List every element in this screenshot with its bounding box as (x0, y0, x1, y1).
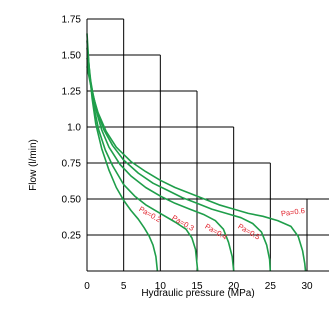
y-tick-label: 0.25 (62, 231, 82, 242)
x-tick-label: 5 (121, 281, 127, 292)
curve-label: Pa=0.4 (203, 222, 228, 242)
chart-grid (87, 18, 329, 271)
x-tick-label: 15 (191, 281, 203, 292)
curve-series-3 (86, 47, 235, 272)
curve-series-4 (86, 57, 272, 272)
x-tick-label: 30 (301, 281, 313, 292)
curve-labels: Pa=0.2 Pa=0.3 Pa=0.4 Pa=0.5Pa=0.6 (137, 204, 305, 241)
y-tick-label: 0.75 (62, 159, 82, 170)
y-tick-label: 1.75 (62, 15, 82, 26)
y-axis-label: Flow (l/min) (28, 139, 39, 191)
curve-series-5 (86, 66, 307, 272)
curve-series-2 (86, 40, 199, 272)
chart-curves (86, 33, 307, 272)
x-tick-label: 0 (84, 281, 90, 292)
y-tick-label: 1.25 (62, 87, 82, 98)
y-tick-label: 0.50 (62, 195, 82, 206)
x-tick-label: 20 (228, 281, 240, 292)
curve-label: Pa=0.3 (170, 213, 195, 233)
tick-labels: 0 5 10 15 20 25 30 0.25 0.50 0.75 1.0 1.25 1.50 1.75 (62, 15, 313, 293)
y-tick-label: 1.0 (67, 123, 81, 134)
x-axis-label: Hydraulic pressure (MPa) (141, 288, 254, 299)
curve-label: Pa=0.6 (280, 206, 305, 218)
curve-label: Pa=0.5 (236, 222, 261, 242)
x-tick-label: 10 (155, 281, 167, 292)
x-tick-label: 25 (265, 281, 277, 292)
chart-axes (86, 19, 329, 272)
y-tick-label: 1.50 (62, 51, 82, 62)
